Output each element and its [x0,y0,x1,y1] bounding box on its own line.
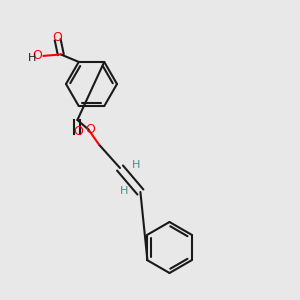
Text: H: H [28,53,36,63]
Text: H: H [120,185,128,196]
Text: H: H [132,160,141,170]
Text: O: O [85,122,95,136]
Text: O: O [73,125,83,139]
Text: O: O [52,31,62,44]
Text: O: O [32,49,42,62]
